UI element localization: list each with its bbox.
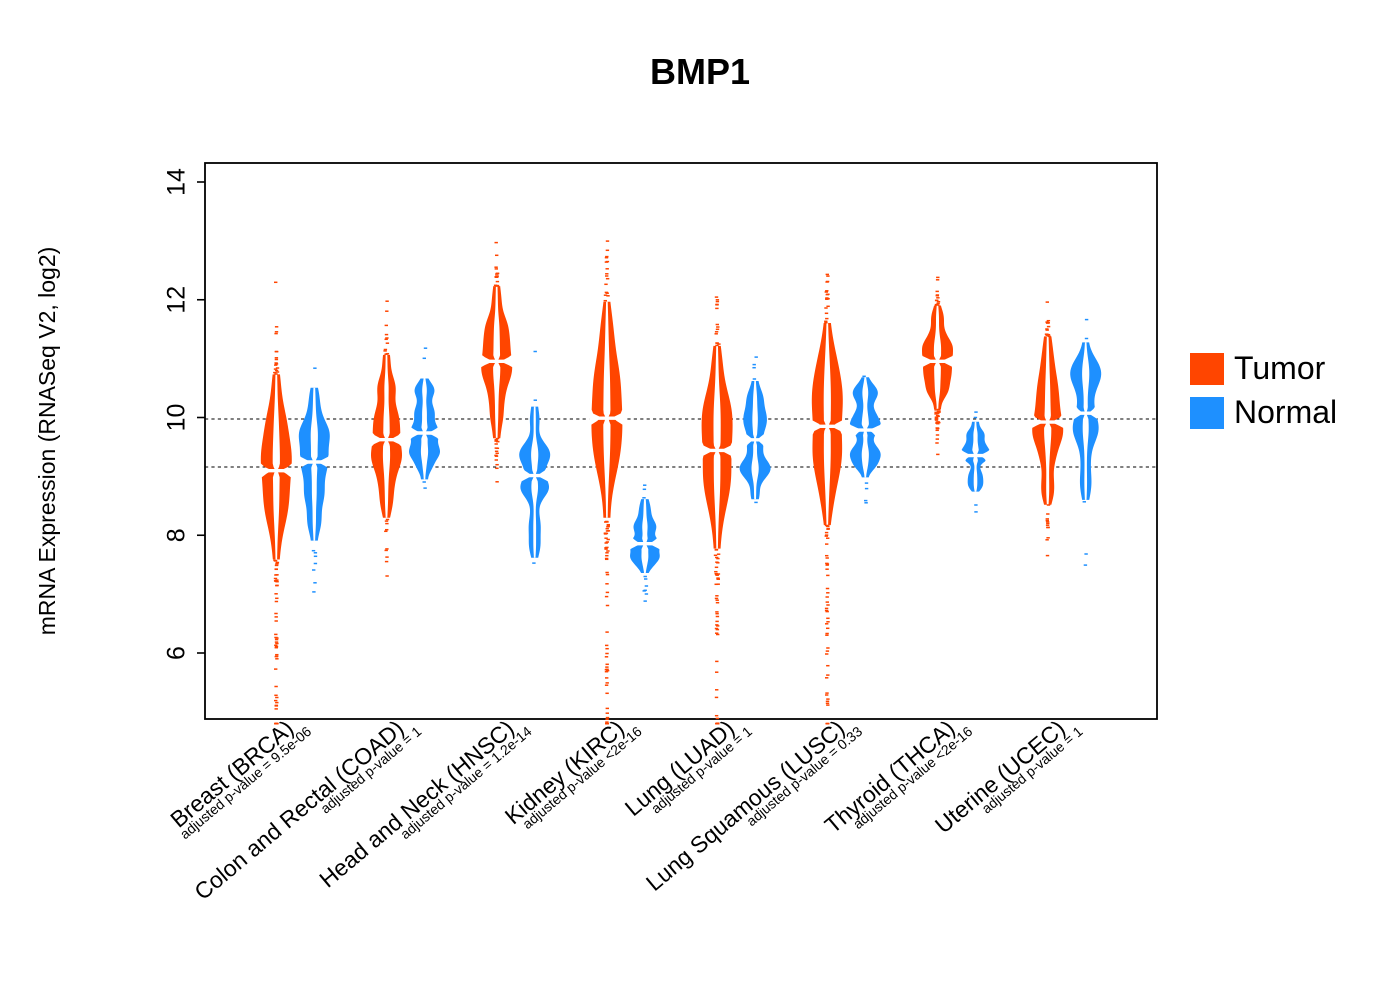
svg-text:Normal: Normal: [1234, 394, 1337, 430]
svg-text:BMP1: BMP1: [650, 51, 750, 92]
svg-text:Tumor: Tumor: [1234, 350, 1326, 386]
svg-text:mRNA Expression (RNASeq V2, lo: mRNA Expression (RNASeq V2, log2): [34, 247, 60, 636]
svg-text:14: 14: [163, 168, 191, 196]
svg-text:8: 8: [163, 528, 191, 542]
svg-text:10: 10: [163, 404, 191, 432]
svg-text:12: 12: [163, 286, 191, 314]
svg-text:6: 6: [163, 646, 191, 660]
